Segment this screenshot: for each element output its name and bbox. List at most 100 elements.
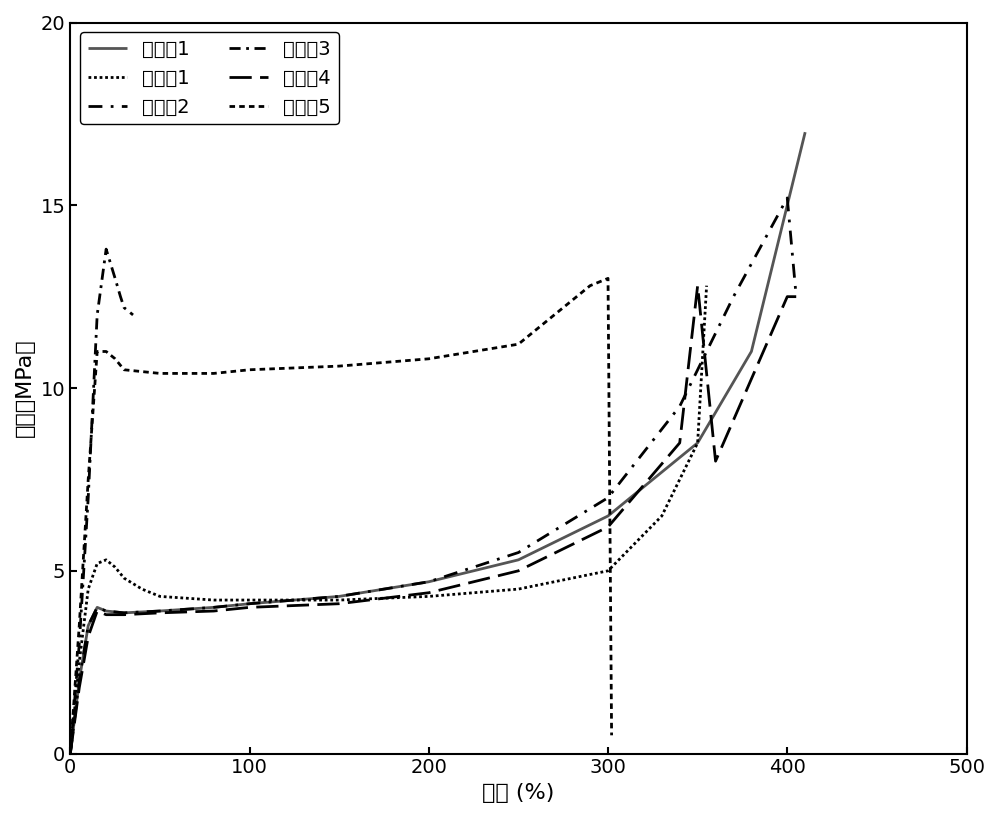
实施例1 — [91, 603, 103, 613]
对比例5 — [512, 339, 524, 349]
对比例2 — [602, 492, 614, 502]
对比例5 — [584, 281, 596, 290]
对比例3 — [118, 303, 130, 312]
对比例1 — [73, 658, 85, 667]
实施例1 — [100, 606, 112, 616]
对比例4 — [674, 438, 686, 447]
对比例4 — [73, 683, 85, 693]
Line: 对比例3: 对比例3 — [70, 249, 133, 753]
对比例3 — [91, 310, 103, 320]
对比例1 — [656, 511, 668, 521]
实施例1 — [745, 347, 757, 357]
对比例4 — [91, 606, 103, 616]
对比例1 — [64, 748, 76, 758]
对比例2 — [333, 591, 345, 601]
对比例1 — [692, 438, 704, 447]
对比例2 — [73, 676, 85, 685]
对比例4 — [333, 599, 345, 609]
对比例2 — [154, 606, 166, 616]
实施例1 — [154, 606, 166, 616]
对比例1 — [109, 562, 121, 572]
对比例4 — [512, 566, 524, 576]
对比例4 — [118, 609, 130, 619]
对比例1 — [423, 591, 435, 601]
对比例3 — [109, 273, 121, 283]
对比例2 — [790, 292, 802, 302]
对比例2 — [674, 402, 686, 411]
Y-axis label: 应力（MPa）: 应力（MPa） — [15, 339, 35, 438]
对比例1 — [118, 573, 130, 583]
实施例1 — [781, 200, 793, 210]
对比例4 — [208, 606, 220, 616]
对比例4 — [64, 748, 76, 758]
对比例5 — [154, 369, 166, 379]
实施例1 — [512, 555, 524, 564]
对比例4 — [423, 588, 435, 598]
对比例5 — [100, 347, 112, 357]
对比例3 — [127, 310, 139, 320]
对比例3 — [82, 492, 94, 502]
对比例5 — [82, 474, 94, 484]
Line: 实施例1: 实施例1 — [70, 133, 805, 753]
对比例5 — [606, 730, 618, 740]
对比例2 — [91, 603, 103, 613]
X-axis label: 应变 (%): 应变 (%) — [482, 783, 555, 803]
Line: 对比例5: 对比例5 — [70, 278, 612, 753]
对比例2 — [64, 748, 76, 758]
Legend: 实施例1, 对比例1, 对比例2, 对比例3, 对比例4, 对比例5: 实施例1, 对比例1, 对比例2, 对比例3, 对比例4, 对比例5 — [80, 32, 339, 124]
对比例2 — [512, 547, 524, 557]
对比例5 — [244, 365, 256, 375]
对比例2 — [727, 292, 739, 302]
对比例5 — [333, 362, 345, 371]
对比例5 — [64, 748, 76, 758]
对比例5 — [91, 347, 103, 357]
对比例3 — [64, 748, 76, 758]
Line: 对比例1: 对比例1 — [70, 285, 707, 753]
对比例2 — [208, 603, 220, 613]
对比例1 — [333, 596, 345, 605]
对比例4 — [710, 456, 722, 466]
对比例1 — [512, 584, 524, 594]
对比例1 — [701, 281, 713, 290]
对比例3 — [114, 292, 126, 302]
对比例5 — [73, 621, 85, 631]
实施例1 — [208, 603, 220, 613]
对比例1 — [602, 566, 614, 576]
对比例5 — [208, 369, 220, 379]
对比例1 — [244, 596, 256, 605]
对比例2 — [82, 621, 94, 631]
对比例1 — [82, 584, 94, 594]
实施例1 — [82, 621, 94, 631]
实施例1 — [118, 608, 130, 618]
对比例2 — [244, 599, 256, 609]
对比例4 — [244, 603, 256, 613]
对比例1 — [91, 559, 103, 569]
Line: 对比例4: 对比例4 — [70, 285, 796, 753]
对比例2 — [781, 193, 793, 203]
对比例5 — [118, 365, 130, 375]
实施例1 — [799, 128, 811, 137]
对比例5 — [423, 354, 435, 364]
对比例3 — [73, 639, 85, 649]
对比例1 — [100, 555, 112, 564]
对比例5 — [602, 273, 614, 283]
对比例5 — [109, 354, 121, 364]
对比例2 — [118, 608, 130, 618]
实施例1 — [602, 511, 614, 521]
对比例4 — [82, 631, 94, 641]
实施例1 — [423, 577, 435, 587]
对比例1 — [208, 596, 220, 605]
对比例4 — [602, 522, 614, 532]
对比例4 — [781, 292, 793, 302]
实施例1 — [244, 599, 256, 609]
对比例1 — [154, 591, 166, 601]
对比例2 — [100, 606, 112, 616]
Line: 对比例2: 对比例2 — [70, 198, 796, 753]
对比例3 — [100, 245, 112, 254]
实施例1 — [73, 676, 85, 685]
对比例4 — [100, 609, 112, 619]
对比例4 — [692, 281, 704, 290]
实施例1 — [333, 591, 345, 601]
实施例1 — [64, 748, 76, 758]
对比例4 — [154, 608, 166, 618]
